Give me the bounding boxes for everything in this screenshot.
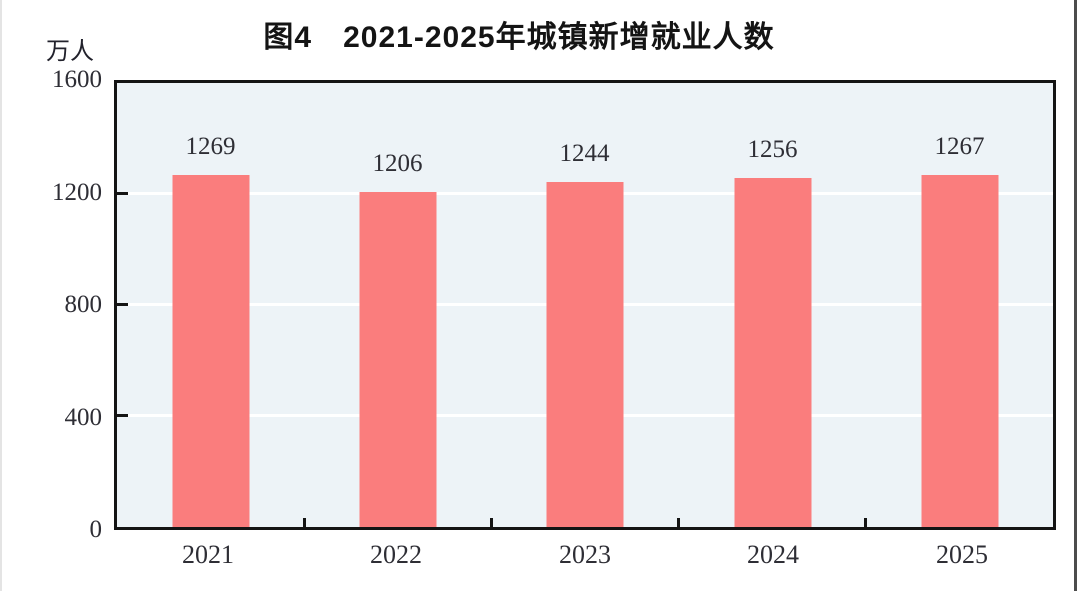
bar-2024	[734, 178, 811, 527]
x-axis-tick-mark-2	[490, 518, 493, 527]
bar-value-label-2023: 1244	[559, 140, 610, 167]
bar-value-label-2021: 1269	[185, 133, 236, 160]
bar-2023	[546, 182, 623, 527]
bar-2022	[359, 192, 436, 527]
x-axis-tick-mark-4	[864, 518, 867, 527]
screen-right-edge	[1074, 0, 1077, 591]
y-axis-tick-label-1600: 1600	[52, 66, 102, 93]
y-axis-tick-mark-1200	[117, 192, 128, 195]
y-axis-tick-label-800: 800	[64, 291, 103, 318]
y-axis-tick-mark-800	[117, 303, 128, 306]
bar-column-2021: 1269	[117, 83, 304, 527]
x-axis-tick-label-2022: 2022	[370, 540, 422, 569]
bar-value-label-2024: 1256	[747, 136, 798, 163]
y-axis-tick-mark-400	[117, 414, 128, 417]
chart-title: 图4 2021-2025年城镇新增就业人数	[263, 21, 775, 54]
x-axis-tick-mark-1	[303, 518, 306, 527]
plot-area: 1269 1206 1244 1256 1267	[114, 80, 1056, 530]
bar-column-2025: 1267	[866, 83, 1053, 527]
y-axis-tick-label-400: 400	[64, 404, 103, 431]
bar-value-label-2025: 1267	[934, 133, 985, 160]
bar-column-2023: 1244	[491, 83, 678, 527]
y-axis-unit-label: 万人	[46, 39, 94, 65]
bar-2025	[921, 175, 998, 527]
x-axis-tick-label-2023: 2023	[559, 540, 611, 569]
x-axis-tick-label-2025: 2025	[936, 540, 988, 569]
bar-value-label-2022: 1206	[372, 150, 423, 177]
y-axis-tick-label-1200: 1200	[52, 179, 102, 206]
bar-column-2022: 1206	[304, 83, 491, 527]
x-axis-tick-label-2024: 2024	[747, 540, 799, 569]
x-axis-tick-label-2021: 2021	[182, 540, 234, 569]
bar-column-2024: 1256	[679, 83, 866, 527]
y-axis-tick-label-0: 0	[89, 516, 103, 543]
x-axis-tick-mark-3	[677, 518, 680, 527]
screen-left-edge	[0, 0, 2, 591]
bar-2021	[172, 175, 249, 527]
